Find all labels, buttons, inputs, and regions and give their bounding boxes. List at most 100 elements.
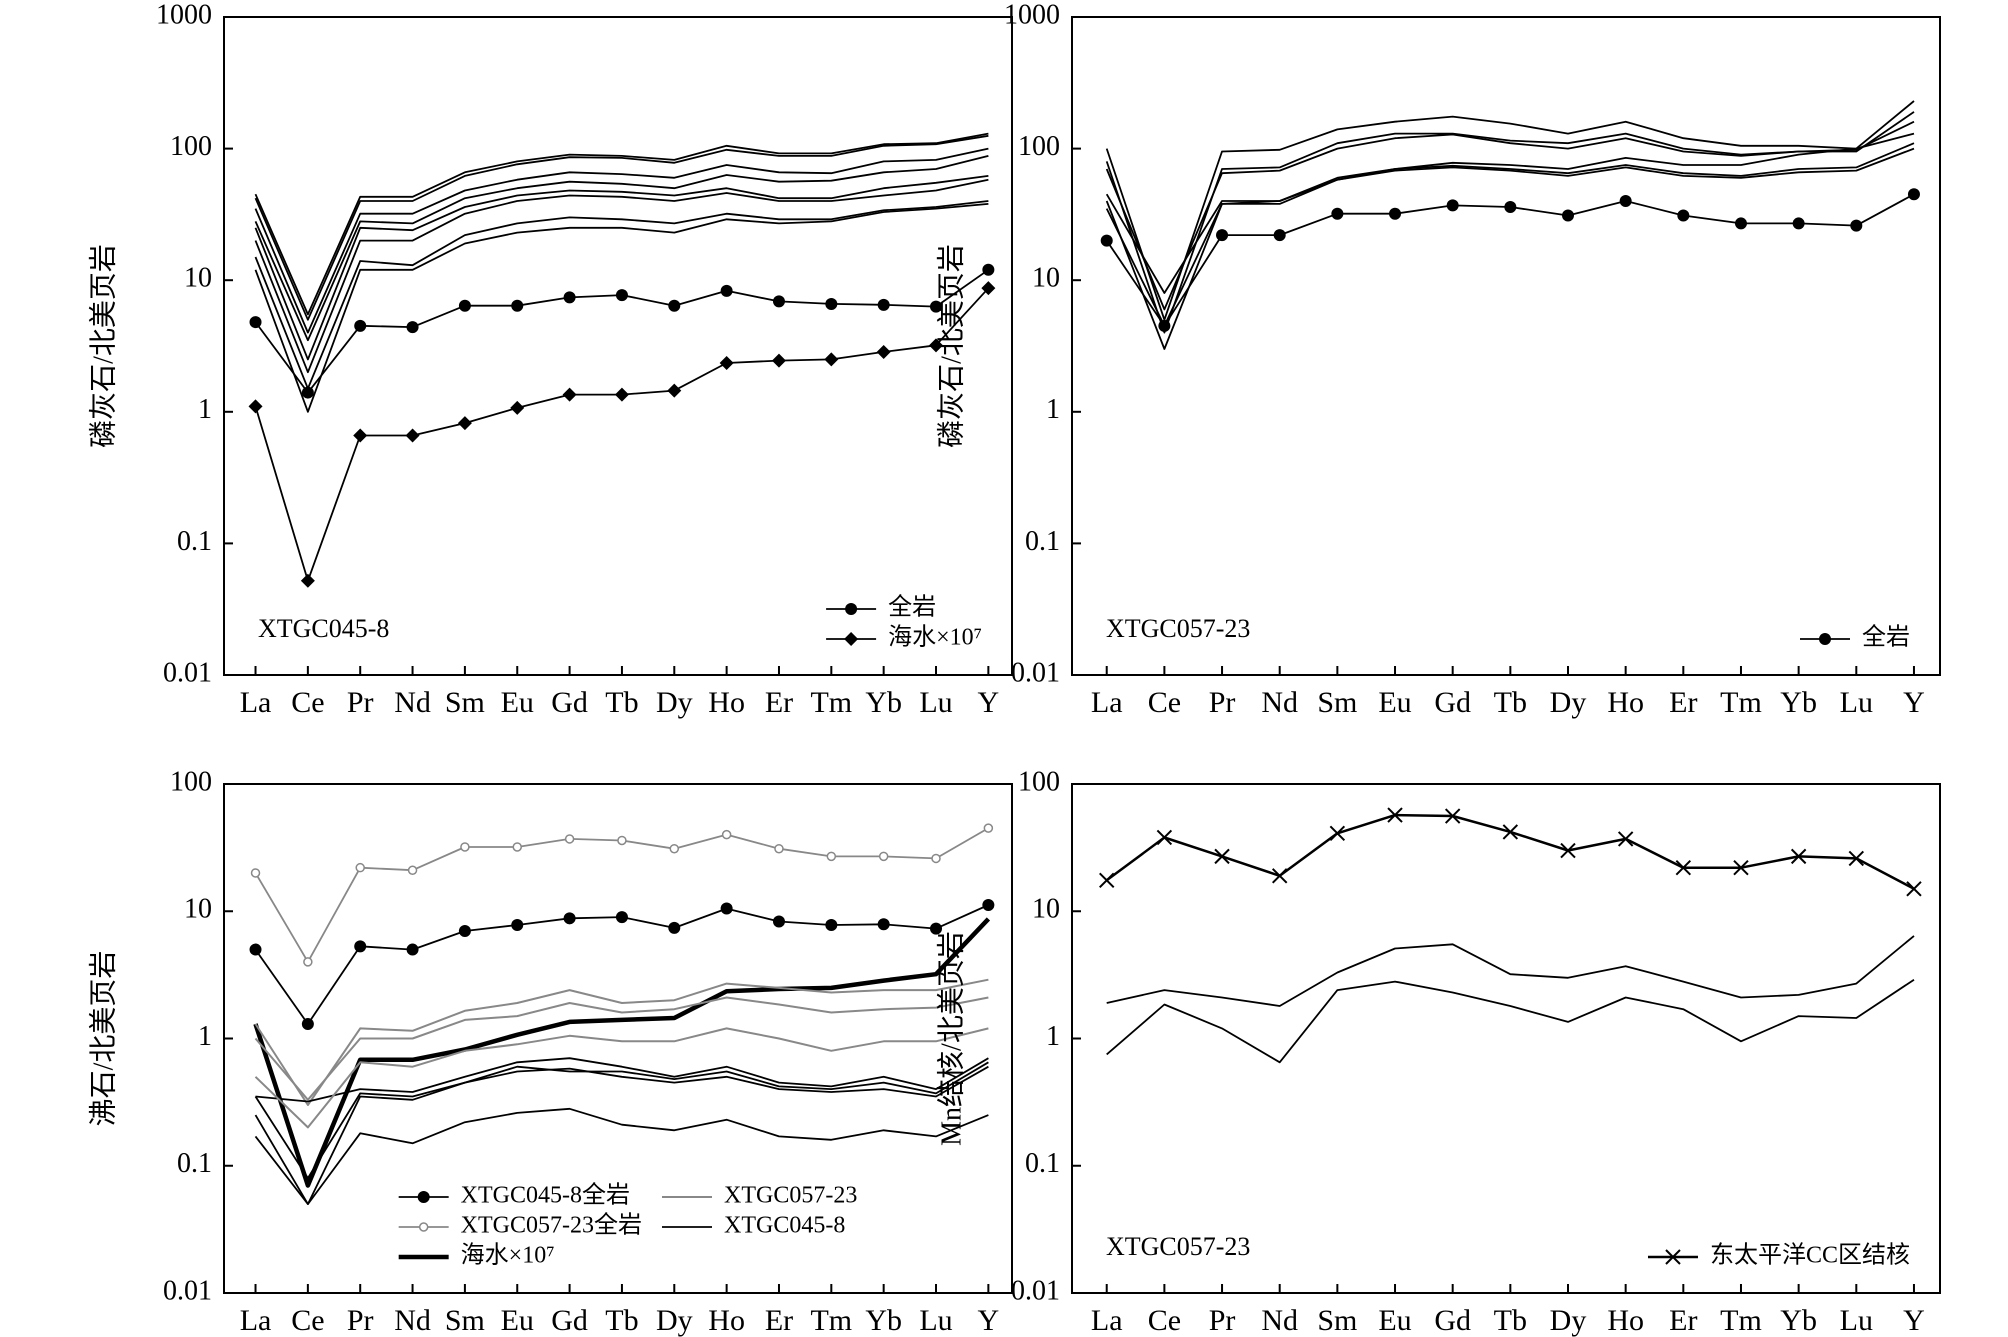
x-tick-label: Pr [1209, 686, 1236, 719]
x-tick-label: Lu [1840, 686, 1873, 719]
marker [667, 383, 682, 398]
x-tick-label: Ho [708, 686, 745, 719]
marker [1214, 848, 1230, 865]
marker [1665, 1249, 1681, 1265]
legend-label: 海水×10⁷ [888, 624, 982, 651]
panel: 0.01 0.1 1 10 100 1000 La Ce Pr Nd Sm Eu Gd Tb Dy Ho Er T… [87, 0, 1013, 719]
x-tick-label: Ho [708, 1304, 745, 1337]
x-tick-label: Gd [1434, 686, 1471, 719]
series-line [1105, 100, 1915, 321]
marker [617, 835, 627, 846]
y-tick-label: 100 [170, 766, 212, 797]
x-tick-label: Eu [501, 1304, 534, 1337]
x-tick-label: La [1091, 686, 1123, 719]
x-tick-label: Tm [810, 686, 852, 719]
marker [512, 842, 522, 852]
x-tick-label: Tm [1720, 686, 1762, 719]
x-tick-label: Yb [865, 1304, 902, 1337]
marker [1271, 868, 1288, 884]
x-tick-label: Gd [551, 1304, 588, 1337]
x-tick-label: Lu [1840, 1304, 1873, 1337]
marker [844, 632, 859, 646]
series-line [254, 200, 989, 390]
legend-label: XTGC057-23全岩 [461, 1212, 642, 1239]
x-tick-label: Tm [1720, 1304, 1762, 1337]
marker [1329, 825, 1346, 841]
x-tick-label: Yb [1780, 1304, 1817, 1337]
x-tick-label: Ce [1148, 686, 1181, 719]
series-line [254, 996, 989, 1101]
marker [878, 851, 889, 862]
series-line [253, 917, 991, 1188]
legend-label: 全岩 [1862, 624, 1910, 651]
marker [772, 915, 785, 928]
marker [1734, 217, 1747, 230]
marker [1617, 831, 1634, 847]
y-tick-label: 100 [1018, 131, 1060, 162]
x-tick-label: Ho [1607, 686, 1644, 719]
x-tick-label: Tb [1494, 1304, 1527, 1337]
y-tick-label: 0.1 [177, 1148, 212, 1179]
marker [877, 298, 890, 311]
x-tick-label: Y [1903, 686, 1925, 719]
marker [301, 1018, 314, 1031]
x-tick-label: Nd [394, 1304, 431, 1337]
series-line [254, 269, 989, 394]
y-tick-label: 10 [1032, 263, 1060, 294]
marker [930, 300, 943, 313]
x-tick-label: Dy [656, 1304, 693, 1337]
series-line [1106, 978, 1915, 1064]
marker [301, 386, 314, 399]
y-tick-label: 10 [184, 263, 212, 294]
marker [1446, 199, 1459, 212]
marker [458, 299, 471, 312]
marker [1216, 229, 1229, 242]
marker [772, 295, 785, 308]
x-tick-label: Y [978, 686, 1000, 719]
plot-frame [223, 783, 1013, 1294]
x-tick-label: Y [1903, 1304, 1925, 1337]
x-tick-label: Yb [1780, 686, 1817, 719]
x-tick-label: Ce [291, 686, 324, 719]
marker [407, 865, 418, 875]
x-tick-label: Tb [605, 686, 638, 719]
marker [826, 851, 837, 862]
marker [355, 862, 365, 873]
series-line [1106, 935, 1915, 1007]
y-axis-label: 磷灰石/北美页岩 [935, 244, 967, 448]
marker [405, 428, 420, 443]
marker [669, 843, 680, 854]
x-tick-label: Er [1669, 686, 1697, 719]
x-tick-label: Tm [810, 1304, 852, 1337]
x-tick-label: Dy [656, 686, 693, 719]
x-tick-label: Nd [1261, 686, 1298, 719]
marker [1848, 850, 1865, 867]
y-tick-label: 1000 [1004, 0, 1060, 30]
panel: 0.01 0.1 1 10 100 La Ce Pr Nd Sm Eu Gd Tb Dy Ho Er Tm Yb L… [935, 766, 1941, 1337]
series-line [254, 827, 989, 963]
y-tick-label: 100 [1018, 766, 1060, 797]
marker [564, 834, 575, 844]
series-line [254, 978, 989, 1106]
marker [458, 924, 471, 937]
marker [931, 853, 941, 864]
marker [614, 387, 629, 402]
plot-frame [1071, 783, 1941, 1294]
marker [1156, 829, 1173, 846]
marker [825, 918, 838, 931]
marker [460, 842, 470, 852]
marker [354, 940, 367, 953]
marker [1100, 234, 1113, 247]
x-tick-label: Pr [347, 1304, 374, 1337]
x-tick-label: Er [765, 686, 793, 719]
y-tick-label: 0.01 [163, 657, 212, 688]
marker [354, 319, 367, 332]
plot-frame [223, 16, 1013, 676]
marker [1677, 209, 1690, 222]
marker [771, 353, 786, 368]
marker [668, 299, 681, 312]
marker [1504, 200, 1517, 213]
series-line [1105, 120, 1915, 311]
marker [1099, 872, 1115, 889]
